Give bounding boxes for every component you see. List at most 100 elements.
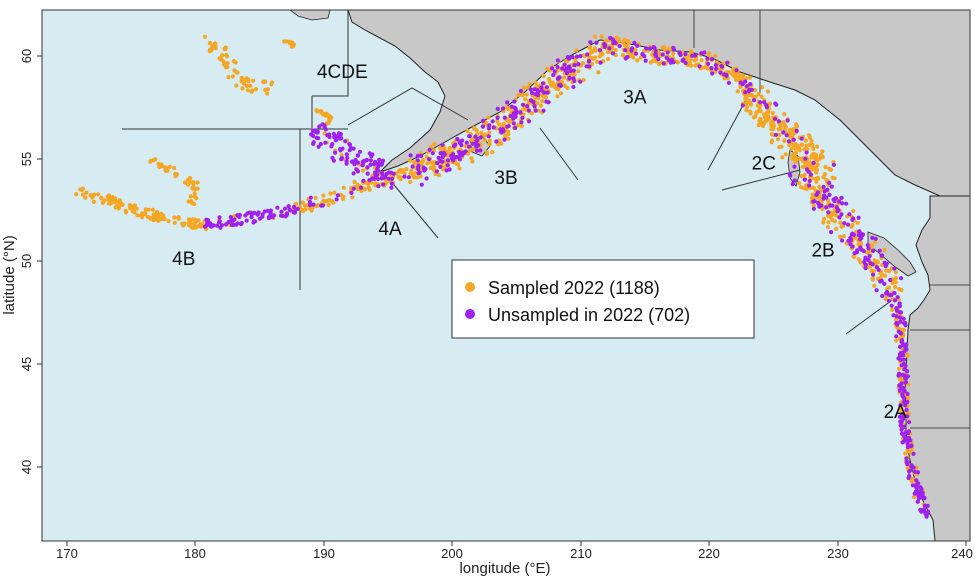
station-point bbox=[863, 255, 868, 260]
station-point bbox=[681, 57, 686, 62]
station-point bbox=[804, 150, 809, 155]
station-point bbox=[812, 199, 817, 204]
station-point bbox=[406, 175, 411, 180]
station-point bbox=[524, 92, 529, 97]
station-point bbox=[898, 319, 903, 324]
region-label-3b: 3B bbox=[494, 168, 517, 189]
station-point bbox=[900, 412, 905, 418]
y-tick-label: 50 bbox=[19, 254, 34, 268]
station-point bbox=[799, 136, 804, 141]
station-point bbox=[499, 130, 504, 135]
station-point bbox=[245, 77, 251, 82]
station-point bbox=[896, 366, 902, 371]
station-point bbox=[226, 75, 231, 80]
station-point bbox=[804, 167, 810, 172]
station-point bbox=[520, 115, 525, 120]
station-point bbox=[713, 54, 718, 59]
station-point bbox=[893, 276, 899, 281]
station-point bbox=[827, 180, 832, 185]
station-point bbox=[905, 396, 910, 401]
station-point bbox=[213, 46, 218, 51]
station-point bbox=[545, 90, 550, 95]
station-point bbox=[903, 376, 908, 381]
station-point bbox=[541, 73, 546, 79]
station-point bbox=[520, 102, 526, 107]
station-point bbox=[571, 84, 576, 90]
station-point bbox=[585, 52, 590, 57]
station-point bbox=[567, 76, 572, 81]
station-point bbox=[748, 82, 753, 87]
station-point bbox=[840, 201, 845, 206]
station-point bbox=[610, 51, 616, 56]
station-point bbox=[197, 224, 203, 229]
state-borders bbox=[910, 329, 970, 429]
station-point bbox=[445, 163, 450, 168]
station-point bbox=[653, 52, 658, 57]
station-point bbox=[450, 152, 455, 157]
station-point bbox=[518, 88, 524, 94]
station-point bbox=[535, 88, 540, 93]
station-point bbox=[872, 283, 877, 288]
station-point bbox=[217, 215, 222, 220]
station-point bbox=[805, 163, 810, 168]
station-point bbox=[123, 208, 128, 213]
station-point bbox=[331, 200, 336, 205]
station-point bbox=[898, 350, 903, 355]
station-point bbox=[895, 295, 900, 300]
station-point bbox=[775, 137, 781, 142]
station-point bbox=[572, 63, 577, 68]
station-point bbox=[480, 118, 486, 123]
station-point bbox=[798, 185, 804, 190]
station-point bbox=[877, 248, 882, 253]
station-point bbox=[526, 108, 532, 113]
station-point bbox=[581, 77, 586, 83]
station-point bbox=[228, 215, 233, 220]
station-point bbox=[513, 125, 518, 130]
legend-box bbox=[451, 259, 755, 339]
station-point bbox=[349, 190, 354, 195]
station-point bbox=[859, 247, 864, 252]
station-point bbox=[635, 58, 640, 63]
station-point bbox=[279, 213, 284, 218]
station-point bbox=[290, 40, 295, 45]
station-point bbox=[106, 193, 112, 198]
station-point bbox=[244, 83, 249, 88]
station-point bbox=[810, 195, 815, 201]
station-point bbox=[858, 260, 863, 265]
station-point bbox=[580, 61, 586, 66]
station-point bbox=[457, 157, 462, 162]
station-point bbox=[344, 152, 349, 157]
station-point bbox=[578, 79, 583, 84]
station-point bbox=[355, 153, 360, 158]
station-point bbox=[776, 127, 781, 132]
station-point bbox=[506, 136, 511, 141]
station-point bbox=[824, 205, 829, 210]
station-point bbox=[383, 174, 388, 180]
station-point bbox=[851, 232, 857, 237]
station-point bbox=[440, 159, 445, 164]
station-point bbox=[455, 136, 460, 142]
station-point bbox=[251, 78, 256, 83]
station-point bbox=[899, 276, 904, 281]
station-point bbox=[194, 224, 199, 229]
station-point bbox=[793, 159, 798, 164]
station-point bbox=[558, 91, 564, 96]
station-point bbox=[411, 172, 416, 178]
station-point bbox=[540, 81, 546, 86]
station-point bbox=[588, 40, 593, 45]
y-tick-label: 60 bbox=[19, 49, 34, 63]
station-point bbox=[442, 146, 447, 151]
station-point bbox=[508, 113, 513, 119]
station-point bbox=[518, 110, 523, 115]
station-point bbox=[365, 165, 370, 170]
station-point bbox=[748, 100, 753, 105]
station-point bbox=[365, 171, 370, 176]
station-point bbox=[323, 127, 328, 132]
station-point bbox=[766, 110, 771, 115]
station-point bbox=[467, 134, 472, 139]
station-point bbox=[341, 194, 346, 199]
station-point bbox=[367, 151, 372, 156]
station-point bbox=[796, 181, 802, 186]
station-point bbox=[564, 71, 570, 76]
station-point bbox=[209, 47, 214, 52]
